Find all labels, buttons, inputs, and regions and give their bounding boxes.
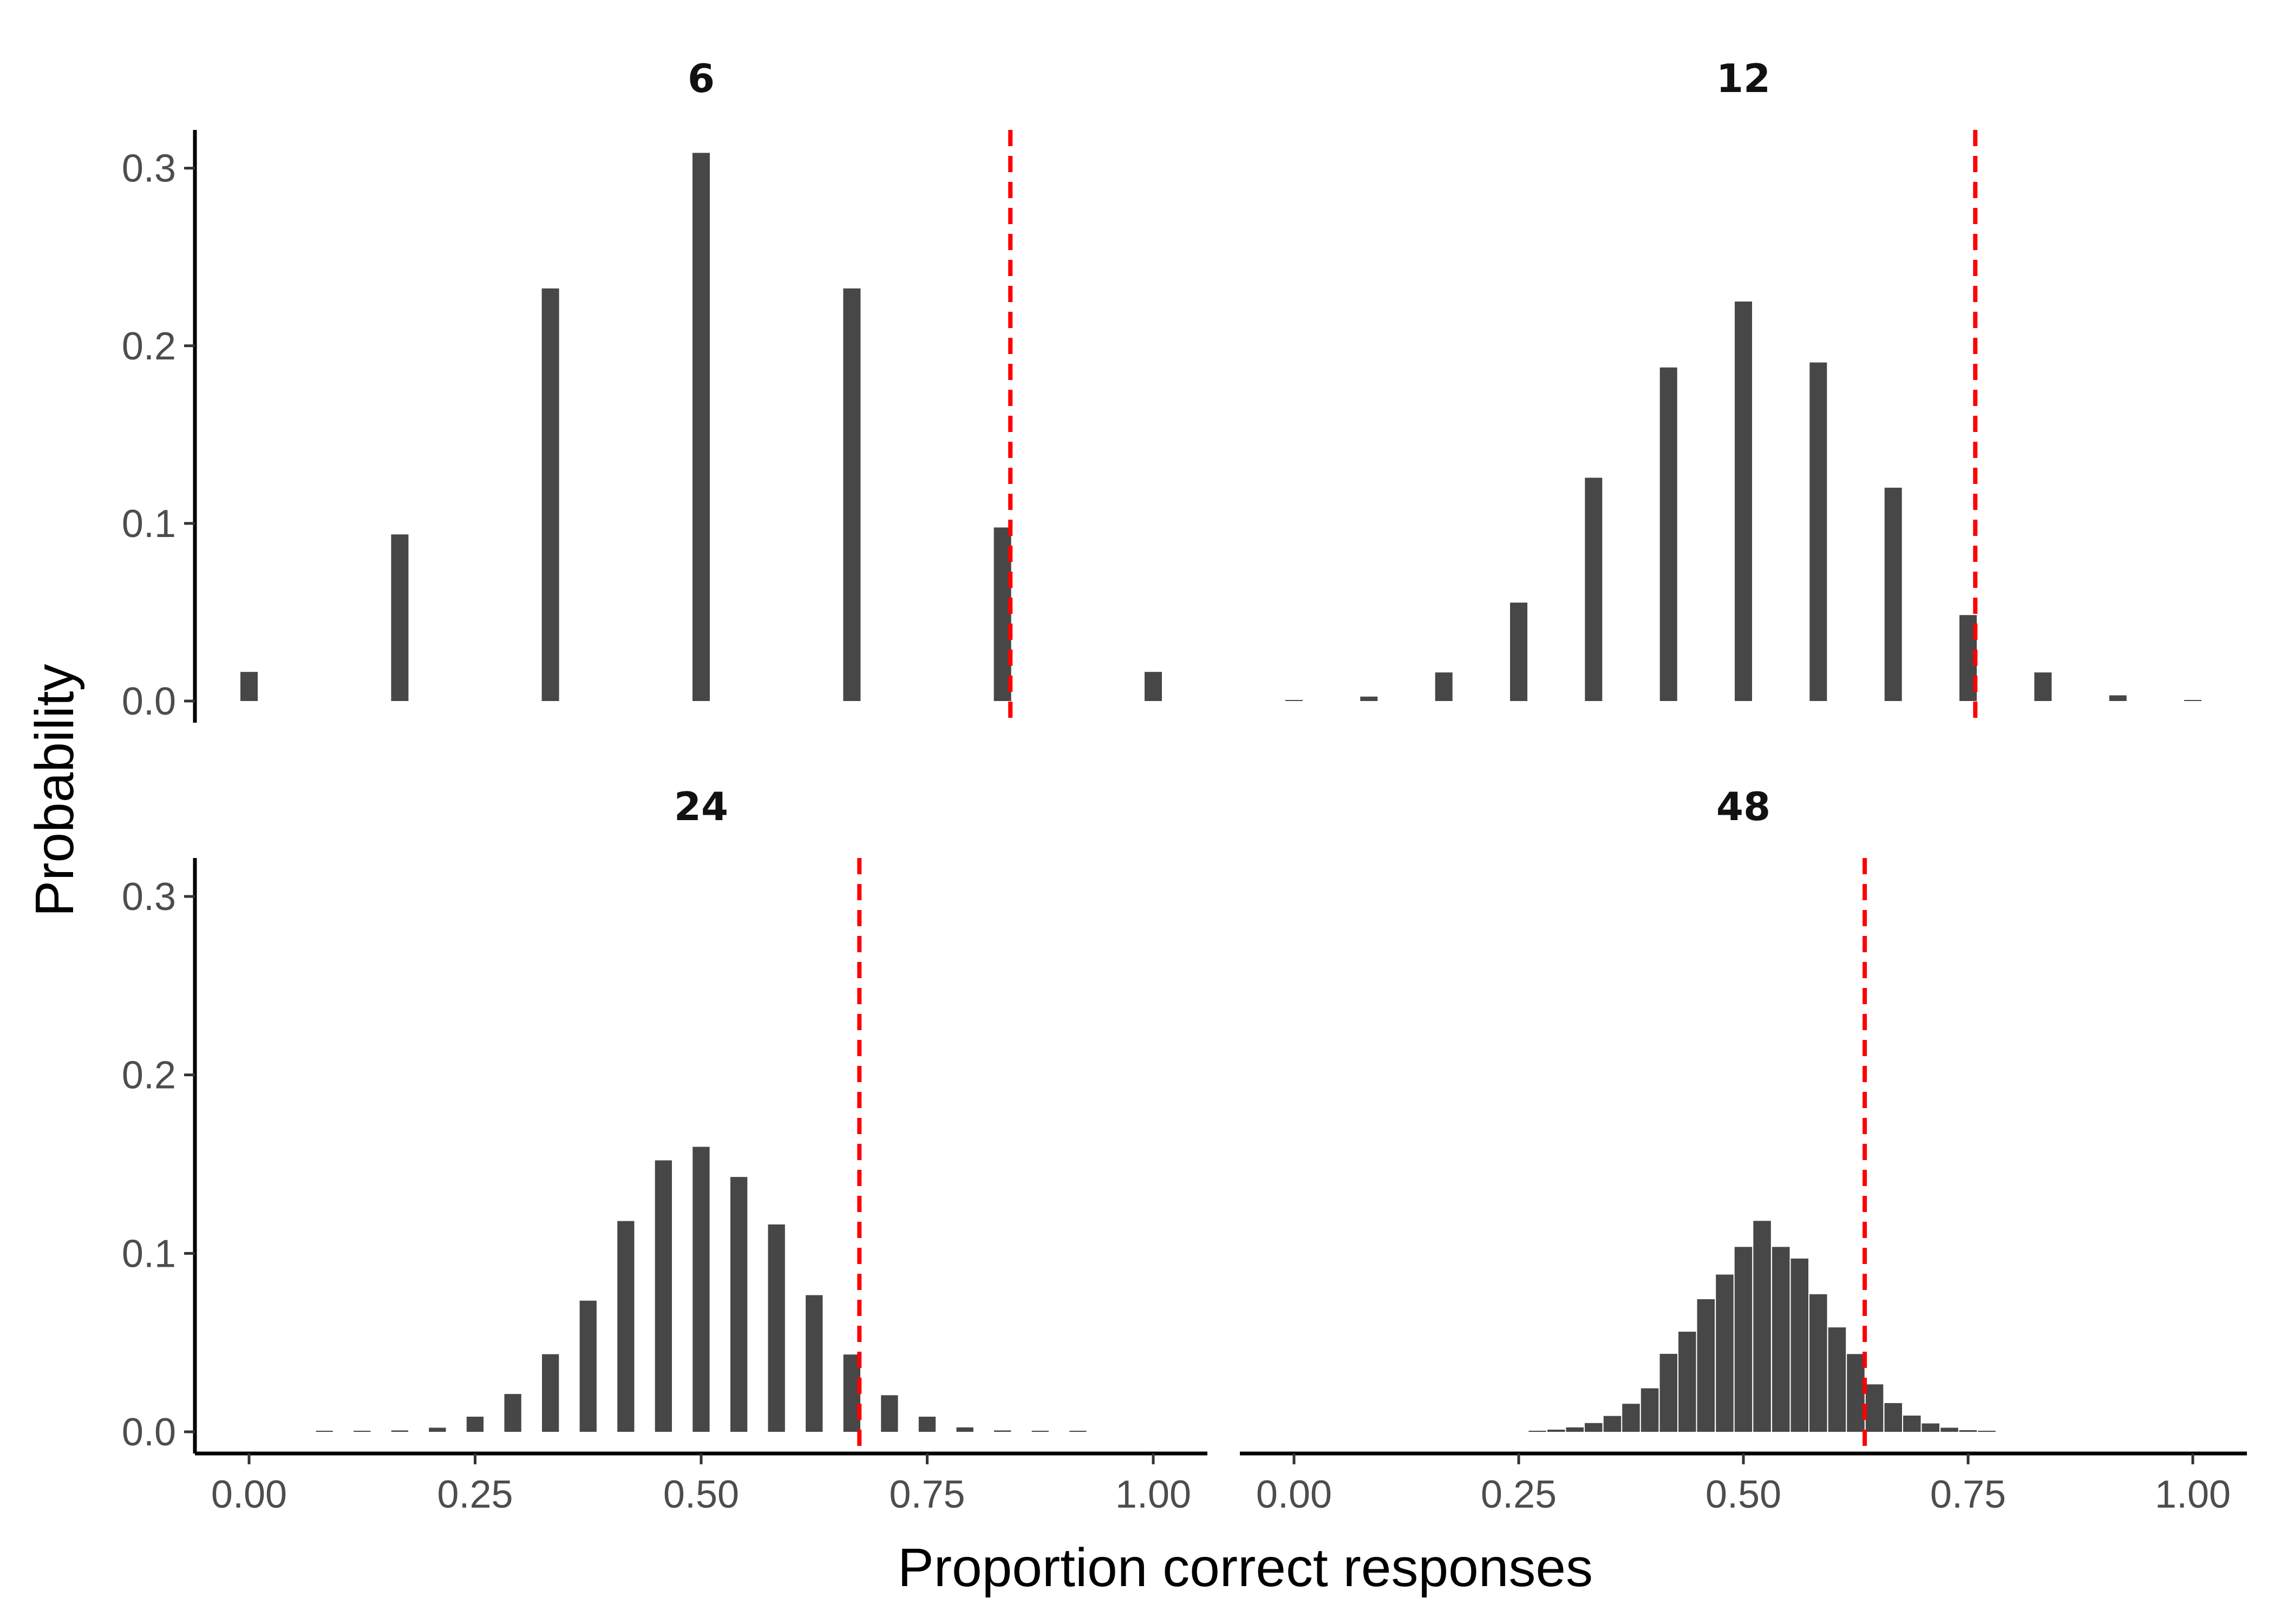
y-tick-label: 0.1	[122, 502, 176, 546]
bar	[1697, 1299, 1715, 1432]
x-tick-label: 1.00	[2155, 1473, 2231, 1516]
bar	[806, 1295, 823, 1432]
bar	[1922, 1423, 1939, 1432]
bar	[429, 1427, 446, 1432]
x-tick-label: 0.25	[1481, 1473, 1557, 1516]
bar	[1528, 1431, 1546, 1432]
bar	[2109, 695, 2127, 701]
bar	[1435, 672, 1453, 701]
bar	[504, 1394, 521, 1432]
bar	[240, 672, 258, 701]
bar	[1828, 1327, 1846, 1432]
bar	[1865, 1384, 1884, 1432]
panel-6: 6 0.0 0.1 0.2 0.3	[122, 56, 1162, 723]
bar	[617, 1221, 635, 1432]
bar	[391, 534, 409, 701]
bar	[843, 288, 861, 701]
bar	[655, 1160, 672, 1432]
y-tick-label: 0.2	[122, 325, 176, 368]
bar	[1566, 1427, 1584, 1432]
bar	[1940, 1427, 1958, 1432]
bar	[881, 1395, 898, 1432]
bar	[354, 1431, 371, 1432]
bar	[1772, 1247, 1790, 1432]
y-tick-label: 0.0	[122, 680, 176, 723]
bar	[1659, 1353, 1677, 1432]
bar	[994, 1430, 1011, 1432]
panel-title: 6	[688, 56, 715, 101]
panel-title: 12	[1716, 56, 1770, 101]
bar	[1809, 1294, 1827, 1432]
panel-12: 12	[1285, 56, 2201, 723]
bar	[692, 153, 710, 701]
y-axis-title: Probability	[24, 664, 85, 917]
bar	[1603, 1416, 1622, 1432]
bar	[1753, 1221, 1771, 1432]
bar	[1031, 1431, 1049, 1432]
bar	[1585, 477, 1603, 701]
bar	[1735, 302, 1752, 701]
y-tick-label: 0.3	[122, 147, 176, 191]
bar	[541, 288, 559, 701]
bar	[1791, 1258, 1808, 1432]
bar	[956, 1427, 973, 1432]
y-tick-label: 0.2	[122, 1054, 176, 1097]
bar	[1659, 367, 1677, 701]
panel-24: 24 0.0 0.1 0.2 0.3 0.00 0.25 0.50 0.75 1.00	[122, 784, 1207, 1516]
bar	[316, 1431, 333, 1432]
bar	[1641, 1388, 1659, 1432]
bar	[1903, 1416, 1921, 1432]
bar	[1285, 700, 1303, 701]
bar	[1884, 487, 1902, 701]
bar	[1510, 603, 1527, 701]
bar	[1884, 1403, 1902, 1432]
bar	[1585, 1423, 1603, 1432]
bar	[1716, 1274, 1734, 1432]
bar	[1809, 362, 1827, 701]
x-tick-label: 0.00	[211, 1473, 287, 1516]
x-tick-label: 0.25	[437, 1473, 513, 1516]
bar	[1978, 1431, 1996, 1432]
x-tick-label: 0.50	[663, 1473, 739, 1516]
y-tick-label: 0.0	[122, 1411, 176, 1454]
bar	[768, 1224, 785, 1432]
bar	[1360, 696, 1378, 701]
x-tick-label: 0.75	[889, 1473, 965, 1516]
x-tick-label: 0.50	[1706, 1473, 1781, 1516]
bar	[2034, 672, 2052, 701]
bar	[918, 1417, 936, 1432]
x-tick-label: 1.00	[1115, 1473, 1191, 1516]
bar	[1622, 1404, 1640, 1432]
bar	[466, 1417, 484, 1432]
bar	[1959, 1430, 1977, 1432]
bar	[692, 1147, 710, 1432]
bar	[1847, 1354, 1865, 1432]
bar	[1069, 1431, 1087, 1432]
bar	[579, 1300, 597, 1432]
y-tick-label: 0.1	[122, 1232, 176, 1275]
bar	[542, 1354, 559, 1432]
panel-title: 48	[1716, 784, 1770, 829]
bar	[1678, 1332, 1696, 1432]
x-tick-label: 0.75	[1930, 1473, 2006, 1516]
x-axis-title: Proportion correct responses	[898, 1537, 1593, 1598]
y-tick-label: 0.3	[122, 875, 176, 919]
bar	[1734, 1247, 1753, 1432]
bar	[730, 1177, 748, 1432]
bar	[1547, 1430, 1565, 1432]
panel-title: 24	[674, 784, 728, 829]
bar	[391, 1430, 408, 1432]
bar	[1145, 672, 1162, 701]
panel-48: 48 0.00 0.25 0.50 0.75 1.00	[1240, 784, 2247, 1516]
x-tick-label: 0.00	[1256, 1473, 1332, 1516]
bar	[2184, 700, 2201, 701]
